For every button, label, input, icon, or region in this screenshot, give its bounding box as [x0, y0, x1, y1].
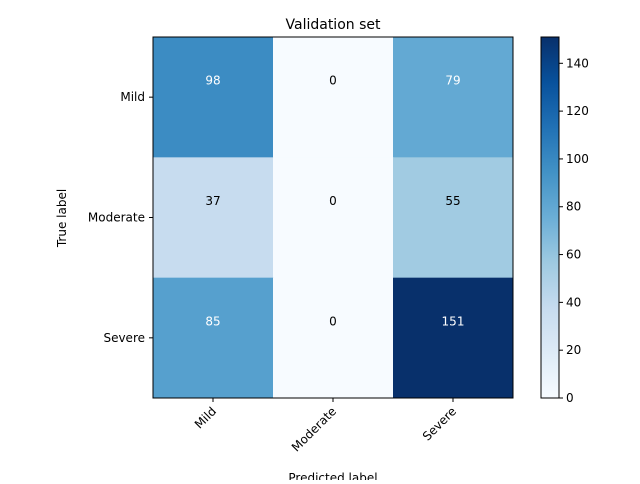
cell-value-label: 98: [205, 74, 220, 88]
colorbar-tick-label: 100: [566, 152, 589, 166]
cell-value-label: 0: [329, 314, 337, 328]
heatmap-cell: [273, 37, 394, 158]
heatmap-cell: [153, 277, 274, 399]
colorbar-tick-label: 80: [566, 200, 581, 214]
colorbar-ticks: 0 20 40 60 80 100 120 140: [559, 56, 589, 405]
heatmap-cell: [273, 277, 394, 399]
y-tick-label: Moderate: [88, 211, 145, 225]
cell-value-label: 0: [329, 194, 337, 208]
heatmap-cell: [393, 37, 514, 158]
colorbar-tick-label: 0: [566, 391, 574, 405]
colorbar-tick-label: 60: [566, 248, 581, 262]
colorbar-tick-label: 20: [566, 343, 581, 357]
colorbar-tick-label: 40: [566, 295, 581, 309]
heatmap-cell: [153, 37, 274, 158]
y-tick-label: Mild: [120, 90, 145, 104]
colorbar-tick-label: 140: [566, 56, 589, 70]
y-axis-ticks: Mild Moderate Severe: [88, 90, 153, 345]
cell-value-labels: 98 0 79 37 0 55 85 0 151: [205, 74, 464, 329]
colorbar: [540, 36, 560, 399]
heatmap-cell: [393, 157, 514, 279]
cell-value-label: 79: [445, 74, 460, 88]
heatmap-cell: [393, 277, 514, 399]
chart-title: Validation set: [286, 17, 381, 33]
y-axis-label: True label: [55, 189, 69, 248]
heatmap-cell: [153, 157, 274, 279]
cell-value-label: 85: [205, 314, 220, 328]
cell-value-label: 0: [329, 74, 337, 88]
heatmap-cells: [153, 37, 514, 399]
y-tick-label: Severe: [103, 331, 145, 345]
cell-value-label: 55: [445, 194, 460, 208]
x-axis-label: Predicted label: [288, 471, 377, 480]
cell-value-label: 37: [205, 194, 220, 208]
heatmap-cell: [273, 157, 394, 279]
cell-value-label: 151: [442, 314, 465, 328]
colorbar-tick-label: 120: [566, 104, 589, 118]
